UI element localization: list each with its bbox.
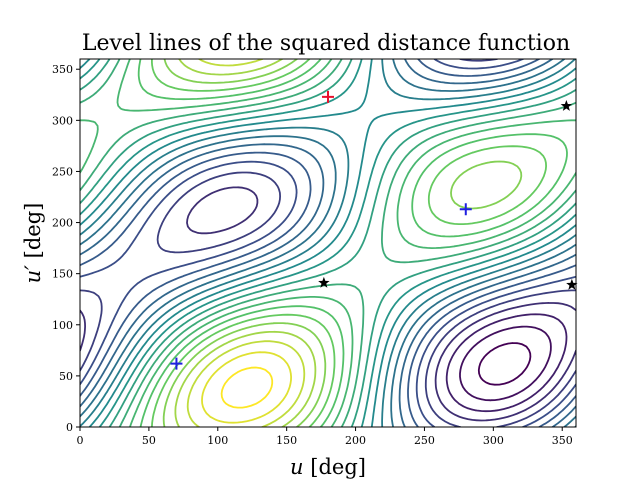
contour-level-7 xyxy=(80,59,576,427)
y-tick-label: 150 xyxy=(52,268,73,281)
y-axis-variable: u′ xyxy=(21,265,45,284)
x-tick-label: 50 xyxy=(142,434,156,447)
contour-level-22 xyxy=(220,366,274,409)
contour-level-21 xyxy=(201,351,292,424)
saddle-marker xyxy=(566,278,578,290)
x-tick-label: 0 xyxy=(77,434,84,447)
min-marker xyxy=(170,357,183,370)
contour-level-12 xyxy=(80,59,576,427)
x-axis-ticks: 0 50 100 150 200 250 300 350 xyxy=(77,427,573,447)
contour-level-2 xyxy=(459,325,552,402)
y-tick-label: 50 xyxy=(59,370,73,383)
contour-level-4 xyxy=(80,186,576,422)
x-tick-label: 100 xyxy=(207,434,228,447)
saddle-marker xyxy=(560,100,573,111)
y-axis-label: u′ [deg] xyxy=(21,203,45,284)
y-axis-unit: [deg] xyxy=(21,203,45,259)
contour-level-14 xyxy=(80,59,576,427)
chart-title: Level lines of the squared distance func… xyxy=(82,31,570,56)
contour-level-19 xyxy=(174,59,317,427)
saddle-marker xyxy=(318,276,330,288)
min-marker xyxy=(459,203,472,216)
contour-level-3 xyxy=(445,313,568,413)
x-tick-label: 250 xyxy=(414,434,435,447)
y-tick-label: 0 xyxy=(66,421,73,434)
x-axis-variable: u xyxy=(290,455,304,479)
y-tick-label: 200 xyxy=(52,217,73,230)
y-tick-label: 100 xyxy=(52,319,73,332)
contour-level-9 xyxy=(80,59,576,427)
contour-level-1 xyxy=(477,342,532,386)
contour-level-6 xyxy=(80,59,576,427)
contour-level-20 xyxy=(186,59,306,427)
y-tick-label: 250 xyxy=(52,165,73,178)
contour-level-13 xyxy=(80,59,576,427)
contour-level-10 xyxy=(80,59,576,427)
max-marker xyxy=(322,90,334,103)
contour-level-17 xyxy=(151,59,547,427)
x-tick-label: 150 xyxy=(276,434,297,447)
contour-level-8 xyxy=(80,59,576,427)
contour-lines xyxy=(80,59,576,427)
contour-level-18 xyxy=(162,59,523,427)
contour-level-16 xyxy=(137,59,568,427)
plot-frame xyxy=(79,58,577,428)
y-tick-label: 350 xyxy=(52,63,73,76)
x-axis-label: u [deg] xyxy=(290,455,366,479)
x-tick-label: 350 xyxy=(552,434,573,447)
contour-level-11 xyxy=(80,59,576,427)
y-axis-ticks: 0 50 100 150 200 250 300 350 xyxy=(52,63,80,434)
x-tick-label: 200 xyxy=(345,434,366,447)
critical-point-markers xyxy=(170,90,578,370)
x-tick-label: 300 xyxy=(483,434,504,447)
x-axis-unit: [deg] xyxy=(310,455,366,479)
contour-level-15 xyxy=(80,59,576,427)
y-tick-label: 300 xyxy=(52,114,73,127)
